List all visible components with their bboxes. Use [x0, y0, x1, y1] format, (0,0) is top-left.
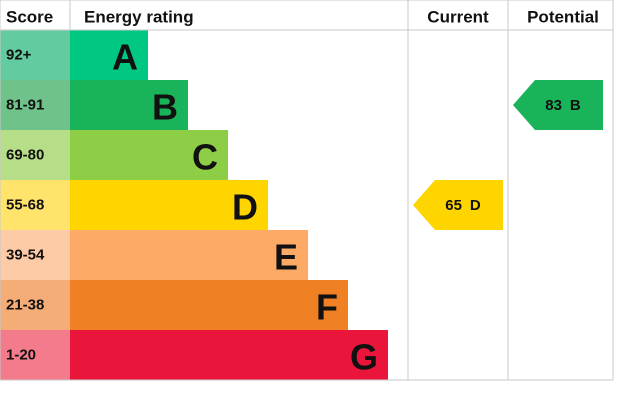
score-cell [0, 230, 70, 280]
rating-letter: G [350, 337, 378, 378]
rating-letter: C [192, 137, 218, 178]
score-label: 1-20 [6, 347, 36, 364]
current-arrow [413, 180, 503, 230]
rating-bar [70, 280, 348, 330]
score-label: 55-68 [6, 197, 44, 214]
current-value: 65 [445, 197, 462, 214]
potential-label: 83 B [545, 97, 581, 114]
score-cell [0, 180, 70, 230]
header-energy-rating: Energy rating [84, 8, 194, 27]
rating-letter: A [112, 37, 138, 78]
score-cell [0, 130, 70, 180]
potential-arrow [513, 80, 603, 130]
score-cell [0, 30, 70, 80]
score-label: 39-54 [6, 247, 45, 264]
rating-bar [70, 330, 388, 380]
score-label: 92+ [6, 47, 32, 64]
rating-bar [70, 180, 268, 230]
rating-letter: E [274, 237, 298, 278]
rating-letter: F [316, 287, 338, 328]
header-potential: Potential [527, 8, 599, 27]
rating-bar [70, 130, 228, 180]
rating-bar [70, 30, 148, 80]
current-rating: D [470, 197, 481, 214]
potential-value: 83 [545, 97, 562, 114]
rating-letter: B [152, 87, 178, 128]
header-score: Score [6, 8, 53, 27]
header-current: Current [427, 8, 489, 27]
current-label: 65 D [445, 197, 481, 214]
score-label: 81-91 [6, 97, 44, 114]
score-cell [0, 80, 70, 130]
rating-letter: D [232, 187, 258, 228]
score-cell [0, 280, 70, 330]
score-label: 69-80 [6, 147, 44, 164]
score-label: 21-38 [6, 297, 44, 314]
rating-bar [70, 80, 188, 130]
potential-rating: B [570, 97, 581, 114]
rating-bar [70, 230, 308, 280]
score-cell [0, 330, 70, 380]
